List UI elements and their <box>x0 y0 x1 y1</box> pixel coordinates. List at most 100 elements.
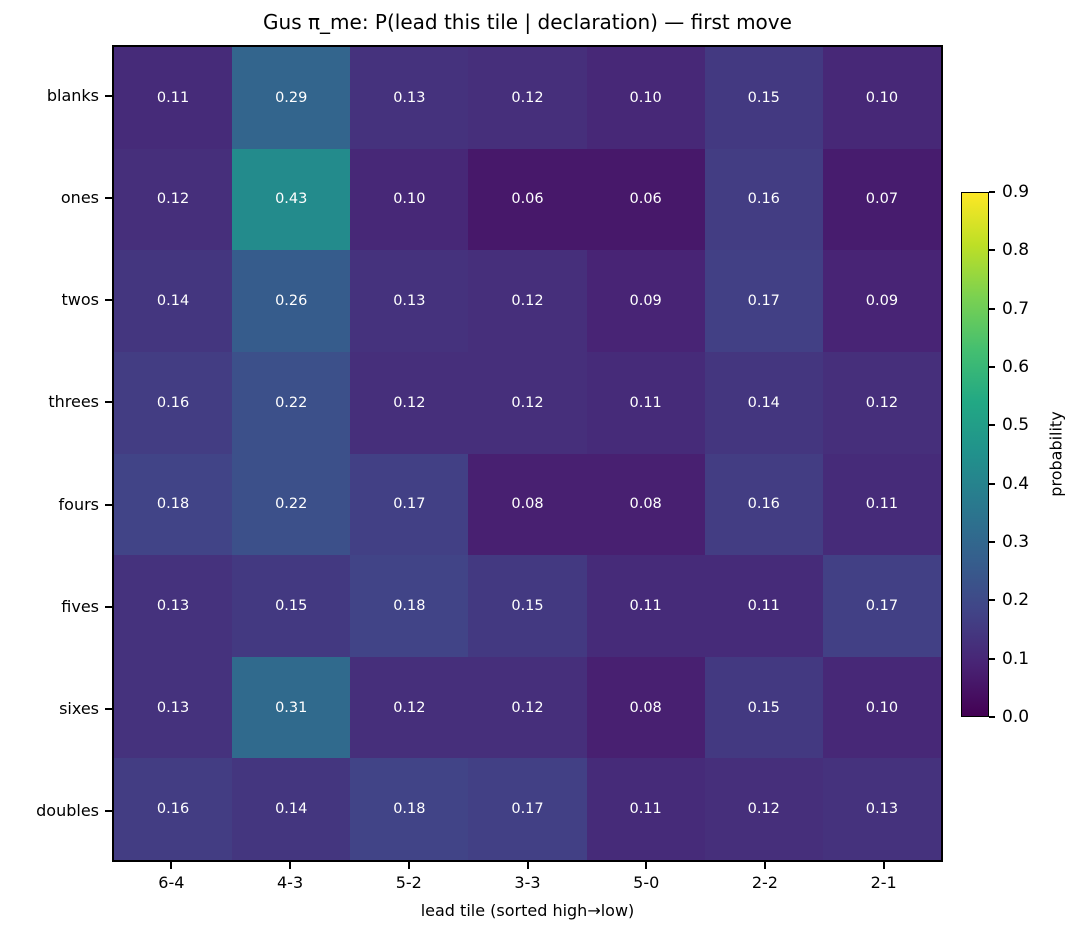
heatmap-cell-fours-4-3: 0.22 <box>232 453 351 556</box>
colorbar-tick-mark <box>989 716 995 718</box>
colorbar-tick-mark <box>989 366 995 368</box>
heatmap-cell-ones-3-3: 0.06 <box>468 148 587 251</box>
heatmap-cell-ones-2-1: 0.07 <box>822 148 941 251</box>
heatmap-cell-twos-2-2: 0.17 <box>704 250 823 352</box>
heatmap-cell-ones-5-0: 0.06 <box>586 148 705 251</box>
heatmap-cell-ones-2-2: 0.16 <box>704 148 823 251</box>
heatmap-cell-doubles-6-4: 0.16 <box>114 758 233 860</box>
heatmap-cell-sixes-3-3: 0.12 <box>468 656 587 759</box>
heatmap-cell-doubles-4-3: 0.14 <box>232 758 351 860</box>
heatmap-cell-fives-5-0: 0.11 <box>586 555 705 657</box>
heatmap-cell-doubles-5-2: 0.18 <box>350 758 469 860</box>
heatmap-cell-fours-5-0: 0.08 <box>586 453 705 556</box>
y-tick-label-blanks: blanks <box>46 86 99 106</box>
heatmap-cell-blanks-4-3: 0.29 <box>232 47 351 149</box>
heatmap-cell-twos-2-1: 0.09 <box>822 250 941 352</box>
heatmap-cell-threes-5-2: 0.12 <box>350 351 469 454</box>
heatmap-cell-ones-4-3: 0.43 <box>232 148 351 251</box>
colorbar-tick-label: 0.7 <box>1002 298 1030 319</box>
heatmap-cell-blanks-2-1: 0.10 <box>822 47 941 149</box>
x-tick-mark <box>407 862 410 869</box>
heatmap-cell-sixes-6-4: 0.13 <box>114 656 233 759</box>
heatmap-cell-threes-3-3: 0.12 <box>468 351 587 454</box>
heatmap-cell-fours-3-3: 0.08 <box>468 453 587 556</box>
heatmap-cell-threes-4-3: 0.22 <box>232 351 351 454</box>
heatmap-cell-threes-2-1: 0.12 <box>822 351 941 454</box>
x-tick-label-2-2: 2-2 <box>751 873 778 892</box>
y-tick-mark <box>105 401 112 404</box>
heatmap-cell-twos-6-4: 0.14 <box>114 250 233 352</box>
x-axis-label: lead tile (sorted high→low) <box>420 901 635 920</box>
heatmap-cell-fives-5-2: 0.18 <box>350 555 469 657</box>
heatmap-cell-twos-5-2: 0.13 <box>350 250 469 352</box>
colorbar-tick-mark <box>989 599 995 602</box>
heatmap-cell-threes-5-0: 0.11 <box>586 351 705 454</box>
heatmap-cell-sixes-5-2: 0.12 <box>350 656 469 759</box>
chart-title: Gus π_me: P(lead this tile | declaration… <box>263 10 792 34</box>
colorbar-tick-mark <box>989 657 995 660</box>
heatmap-cell-fives-3-3: 0.15 <box>468 555 587 657</box>
y-tick-label-fives: fives <box>61 596 99 616</box>
x-tick-mark <box>289 862 292 869</box>
heatmap-cell-blanks-5-0: 0.10 <box>586 47 705 149</box>
heatmap-cell-blanks-6-4: 0.11 <box>114 47 233 149</box>
heatmap-cell-fours-2-1: 0.11 <box>822 453 941 556</box>
colorbar-tick-label: 0.0 <box>1002 707 1030 727</box>
y-tick-mark <box>105 299 112 302</box>
y-tick-mark <box>105 809 112 812</box>
heatmap-cell-doubles-3-3: 0.17 <box>468 758 587 860</box>
heatmap-cell-threes-6-4: 0.16 <box>114 351 233 454</box>
colorbar-tick-label: 0.3 <box>1002 532 1030 552</box>
heatmap-cell-fives-2-2: 0.11 <box>704 555 823 657</box>
heatmap-cell-doubles-2-1: 0.13 <box>822 758 941 860</box>
y-tick-label-fours: fours <box>58 494 99 514</box>
y-tick-mark <box>105 605 112 608</box>
x-tick-label-6-4: 6-4 <box>158 873 185 892</box>
x-tick-mark <box>170 862 173 869</box>
heatmap-cell-doubles-2-2: 0.12 <box>704 758 823 860</box>
heatmap-cell-ones-6-4: 0.12 <box>114 148 233 251</box>
heatmap-cell-fives-2-1: 0.17 <box>822 555 941 657</box>
y-tick-mark <box>105 503 112 506</box>
y-tick-mark <box>105 197 112 200</box>
colorbar-tick-label: 0.5 <box>1002 415 1030 436</box>
heatmap-cell-ones-5-2: 0.10 <box>350 148 469 251</box>
x-tick-mark <box>645 862 648 869</box>
heatmap-cell-twos-3-3: 0.12 <box>468 250 587 352</box>
colorbar-tick-label: 0.6 <box>1002 357 1030 377</box>
colorbar-tick-label: 0.1 <box>1002 648 1030 669</box>
colorbar-tick-label: 0.9 <box>1002 182 1030 202</box>
colorbar-tick-mark <box>989 191 995 193</box>
colorbar-tick-mark <box>989 541 995 543</box>
x-tick-label-5-0: 5-0 <box>633 873 660 892</box>
colorbar-tick-mark <box>989 307 995 310</box>
heatmap-cell-sixes-2-1: 0.10 <box>822 656 941 759</box>
y-tick-label-twos: twos <box>61 290 99 310</box>
heatmap-cell-fives-6-4: 0.13 <box>114 555 233 657</box>
colorbar-tick-label: 0.2 <box>1002 590 1030 611</box>
y-tick-label-threes: threes <box>48 392 99 412</box>
heatmap-cell-fours-2-2: 0.16 <box>704 453 823 556</box>
heatmap-cell-sixes-2-2: 0.15 <box>704 656 823 759</box>
y-tick-mark <box>105 95 112 98</box>
heatmap-cell-fours-6-4: 0.18 <box>114 453 233 556</box>
heatmap-cell-threes-2-2: 0.14 <box>704 351 823 454</box>
y-tick-label-ones: ones <box>60 188 99 208</box>
x-tick-mark <box>763 862 766 869</box>
x-tick-label-2-1: 2-1 <box>870 873 897 892</box>
heatmap-cell-twos-5-0: 0.09 <box>586 250 705 352</box>
heatmap-cell-blanks-5-2: 0.13 <box>350 47 469 149</box>
x-tick-mark <box>882 862 885 869</box>
colorbar-tick-mark <box>989 482 995 485</box>
y-tick-label-doubles: doubles <box>36 800 99 820</box>
colorbar-tick-mark <box>989 424 995 427</box>
heatmap-cell-fours-5-2: 0.17 <box>350 453 469 556</box>
y-tick-label-sixes: sixes <box>59 698 99 718</box>
colorbar-tick-mark <box>989 249 995 252</box>
y-tick-mark <box>105 707 112 710</box>
x-tick-label-4-3: 4-3 <box>276 873 304 892</box>
colorbar-gradient <box>961 192 989 717</box>
heatmap-grid: 0.11 0.29 0.13 0.12 0.10 0.15 0.10 0.12 0.43 0.10… <box>114 47 941 860</box>
heatmap-cell-fives-4-3: 0.15 <box>232 555 351 657</box>
